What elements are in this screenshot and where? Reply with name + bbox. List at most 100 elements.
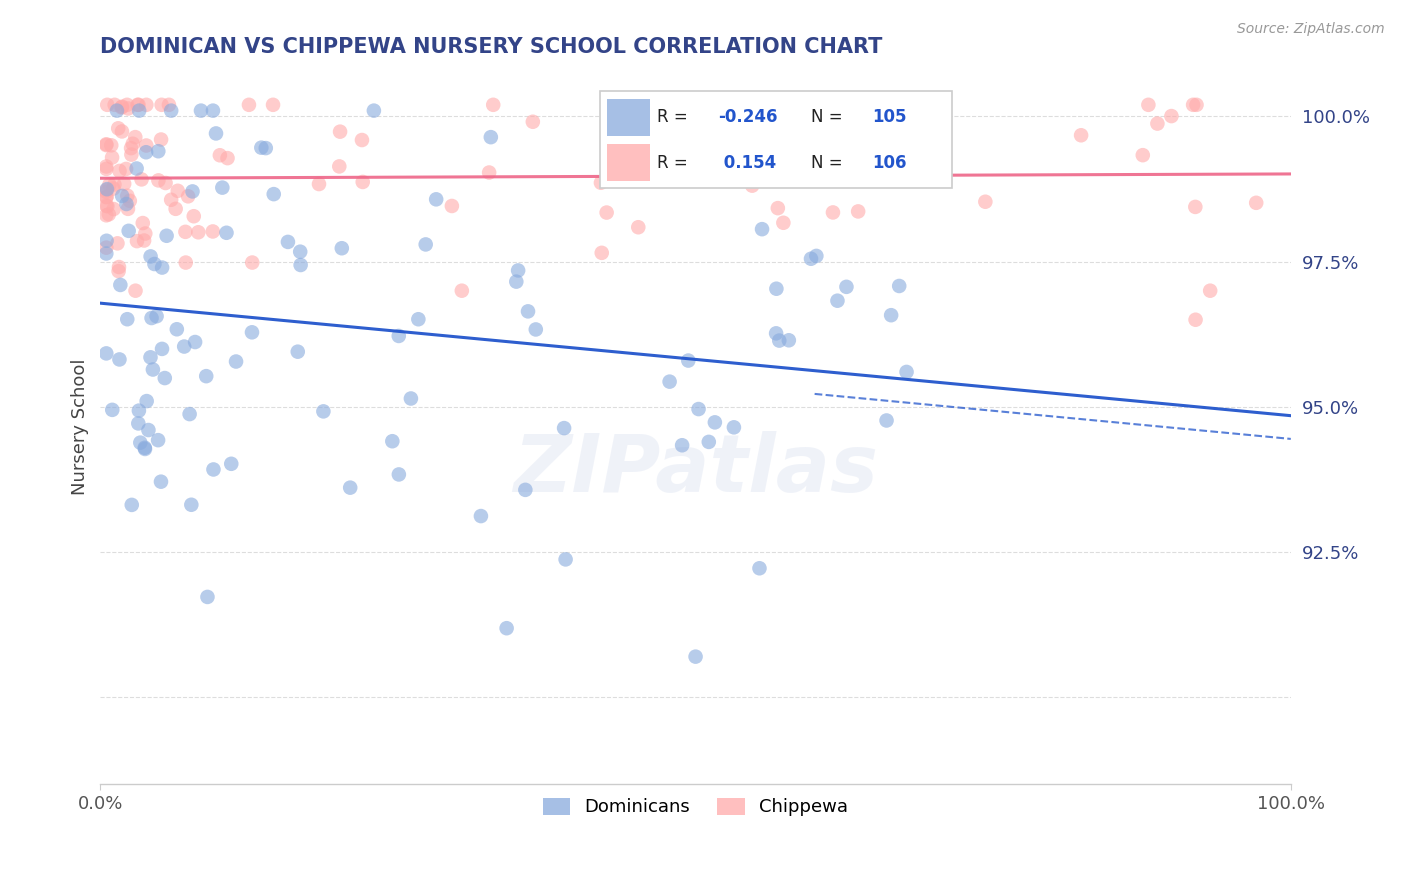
Point: [1137, 98, 1160, 112]
Point: [104, 98, 127, 112]
Point: [880, 308, 903, 322]
Y-axis label: Nursery School: Nursery School: [72, 359, 89, 495]
Text: Source: ZipAtlas.com: Source: ZipAtlas.com: [1237, 22, 1385, 37]
Point: [589, 176, 612, 190]
Point: [96, 346, 118, 360]
Point: [96, 161, 118, 176]
Point: [240, 255, 263, 269]
Point: [97, 207, 120, 221]
Point: [208, 148, 231, 162]
Point: [134, 227, 156, 241]
Point: [115, 197, 138, 211]
Point: [425, 192, 447, 206]
Point: [595, 205, 617, 219]
Point: [766, 201, 789, 215]
Point: [835, 280, 858, 294]
Point: [703, 105, 725, 120]
Point: [96, 98, 118, 112]
Point: [399, 392, 422, 406]
Point: [184, 334, 207, 349]
Point: [139, 249, 162, 263]
Point: [219, 457, 242, 471]
Point: [201, 224, 224, 238]
Point: [157, 98, 180, 112]
Point: [96, 199, 118, 213]
Point: [150, 260, 173, 275]
Point: [517, 304, 540, 318]
Point: [697, 434, 720, 449]
Point: [1184, 312, 1206, 326]
Point: [115, 98, 138, 112]
Point: [105, 103, 128, 118]
Point: [505, 275, 527, 289]
Point: [134, 442, 156, 456]
Point: [108, 260, 131, 274]
Point: [1182, 98, 1205, 112]
Point: [751, 222, 773, 236]
Point: [118, 194, 141, 208]
Point: [748, 561, 770, 575]
Point: [197, 590, 219, 604]
Point: [131, 172, 153, 186]
Point: [723, 420, 745, 434]
Point: [179, 407, 201, 421]
Point: [195, 369, 218, 384]
Point: [110, 100, 132, 114]
Point: [138, 423, 160, 437]
Point: [778, 333, 800, 347]
Point: [107, 236, 129, 251]
Point: [165, 202, 187, 216]
Point: [339, 481, 361, 495]
Point: [388, 467, 411, 482]
Point: [128, 103, 150, 118]
Point: [110, 277, 132, 292]
Point: [96, 234, 118, 248]
Point: [607, 163, 630, 178]
Point: [112, 177, 135, 191]
Point: [117, 312, 139, 326]
Point: [96, 246, 118, 260]
Point: [765, 326, 787, 341]
Point: [217, 151, 239, 165]
Point: [1160, 109, 1182, 123]
Point: [153, 371, 176, 385]
Point: [96, 185, 118, 199]
Point: [876, 413, 898, 427]
Point: [554, 552, 576, 566]
Point: [118, 224, 141, 238]
Point: [98, 178, 121, 192]
Point: [211, 180, 233, 194]
Point: [312, 404, 335, 418]
Point: [450, 284, 472, 298]
Point: [174, 225, 197, 239]
Point: [1184, 200, 1206, 214]
Point: [96, 160, 118, 174]
Point: [174, 255, 197, 269]
Point: [111, 124, 134, 138]
Point: [166, 184, 188, 198]
Point: [671, 438, 693, 452]
Point: [846, 204, 869, 219]
Point: [225, 354, 247, 368]
Point: [148, 173, 170, 187]
Point: [124, 130, 146, 145]
Point: [263, 187, 285, 202]
Point: [240, 326, 263, 340]
Point: [121, 136, 143, 151]
Point: [896, 365, 918, 379]
Point: [125, 234, 148, 248]
Point: [187, 225, 209, 239]
Point: [96, 183, 118, 197]
Point: [117, 102, 139, 116]
Point: [183, 209, 205, 223]
Point: [202, 462, 225, 476]
Text: DOMINICAN VS CHIPPEWA NURSERY SCHOOL CORRELATION CHART: DOMINICAN VS CHIPPEWA NURSERY SCHOOL COR…: [100, 37, 883, 57]
Point: [768, 334, 790, 348]
Point: [352, 175, 374, 189]
Point: [478, 165, 501, 179]
Legend: Dominicans, Chippewa: Dominicans, Chippewa: [534, 789, 858, 825]
Point: [685, 649, 707, 664]
Point: [658, 375, 681, 389]
Point: [381, 434, 404, 449]
Point: [96, 190, 118, 204]
